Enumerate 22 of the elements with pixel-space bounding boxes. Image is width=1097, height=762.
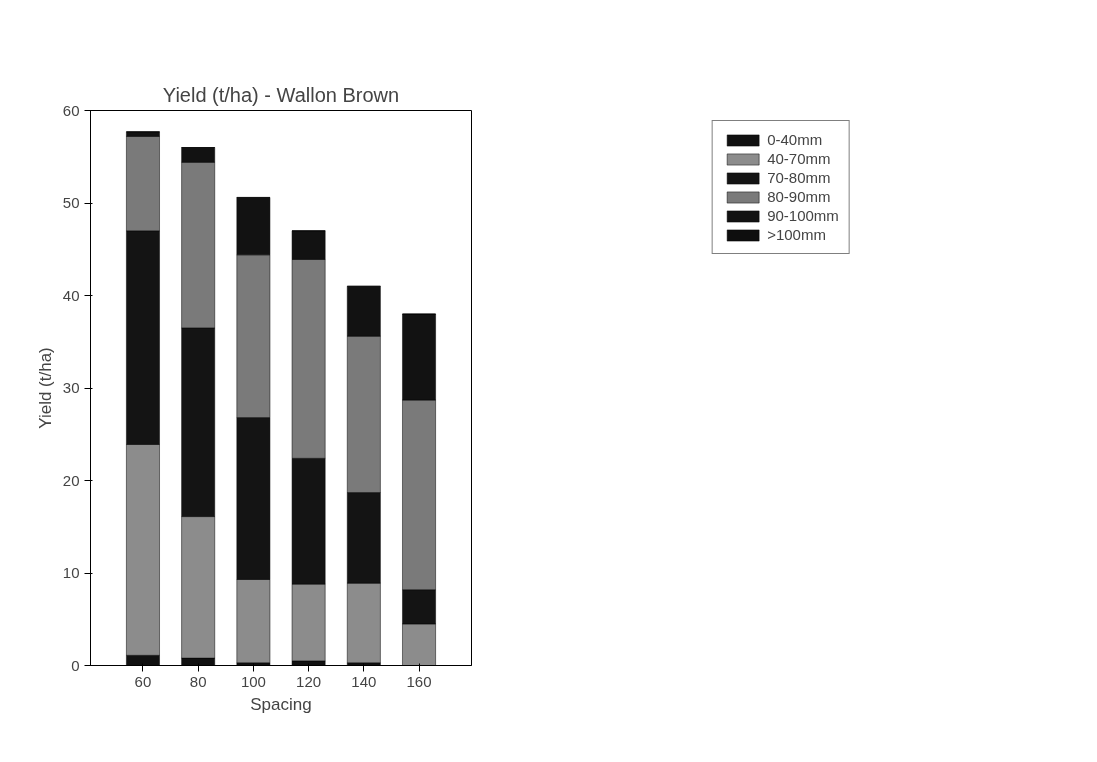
legend-label: >100mm xyxy=(767,226,826,243)
y-tick-label: 30 xyxy=(62,379,80,396)
x-tick-label: 120 xyxy=(296,672,322,690)
x-tick-label: 60 xyxy=(134,672,152,690)
y-tick-label: 40 xyxy=(62,286,80,304)
legend-label: 90-100mm xyxy=(767,207,839,224)
y-tick-label: 50 xyxy=(62,194,80,211)
y-axis-title: Yield (t/ha) xyxy=(35,347,55,429)
x-tick-label: 160 xyxy=(406,672,432,690)
legend-label: 80-90mm xyxy=(767,188,831,205)
y-tick-label: 10 xyxy=(62,564,80,581)
legend-label: 70-80mm xyxy=(767,169,831,186)
x-tick-label: 140 xyxy=(351,672,377,690)
x-tick-label: 100 xyxy=(240,672,266,690)
chart-title: Yield (t/ha) - Wallon Brown xyxy=(162,83,400,106)
y-tick-label: 20 xyxy=(62,471,80,489)
y-tick-label: 60 xyxy=(62,101,80,119)
y-tick-label: 0 xyxy=(71,656,80,674)
legend-label: 0-40mm xyxy=(767,131,823,148)
x-axis-title: Spacing xyxy=(250,694,312,714)
x-tick-label: 80 xyxy=(189,672,207,690)
legend-label: 40-70mm xyxy=(767,150,831,167)
